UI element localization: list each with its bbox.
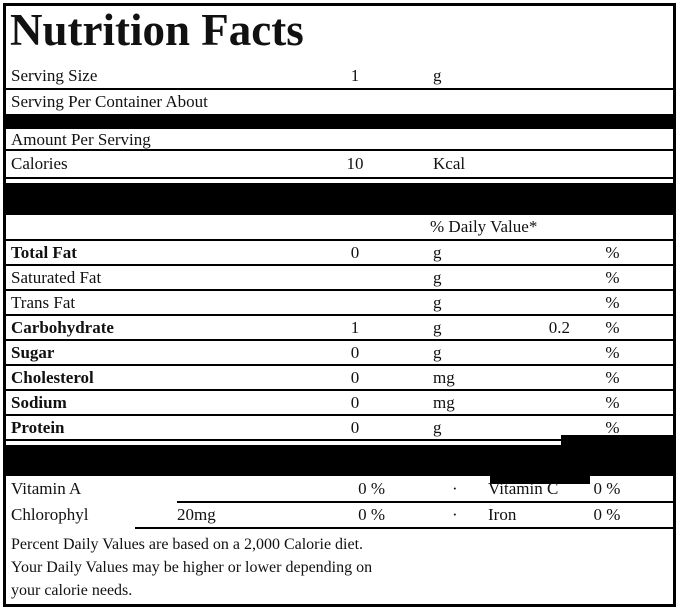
nutrient-row-cholesterol: Cholesterol 0 mg % [6, 366, 673, 391]
nutrient-unit: g [433, 268, 442, 287]
nutrient-unit: g [433, 343, 442, 362]
nutrient-unit: mg [433, 393, 455, 412]
nutrient-unit: g [433, 243, 442, 262]
footnote-line: your calorie needs. [11, 582, 133, 599]
vitamin-name: Vitamin A [11, 479, 82, 498]
nutrition-facts-label: Nutrition Facts Serving Size 1 g Serving… [3, 3, 676, 607]
nutrient-label: Trans Fat [11, 293, 76, 312]
amount-per-serving-label: Amount Per Serving [11, 130, 151, 149]
nutrient-label: Total Fat [11, 243, 77, 262]
nutrient-pct: % [605, 293, 620, 312]
nutrient-value: 0 [350, 418, 360, 437]
vitamin-row-a-c: Vitamin A 0 % · Vitamin C 0 % [6, 476, 673, 503]
nutrient-value: 0 [350, 243, 360, 262]
nutrient-row-protein: Protein 0 g % [6, 416, 673, 441]
nutrient-unit: g [433, 418, 442, 437]
nutrient-label: Saturated Fat [11, 268, 102, 287]
separator-bar-thick [6, 183, 673, 215]
calories-row: Calories 10 Kcal [6, 151, 673, 179]
vitamin-name-2: Vitamin C [488, 479, 559, 498]
separator-bar-thin [6, 116, 673, 129]
serving-size-label: Serving Size [11, 66, 98, 85]
footnote-line: Percent Daily Values are based on a 2,00… [11, 536, 364, 553]
vitamin-amount: 20mg [177, 505, 216, 524]
separator-bar-thick [6, 435, 673, 484]
vitamin-pct: 0 % [358, 505, 385, 524]
nutrient-label: Sodium [11, 393, 67, 412]
serving-per-container-label: Serving Per Container About [11, 92, 208, 111]
footnote: Percent Daily Values are based on a 2,00… [6, 529, 673, 602]
calories-label: Calories [11, 154, 68, 173]
vitamin-name-2: Iron [488, 505, 517, 524]
nutrient-pct: % [605, 268, 620, 287]
nutrient-row-trans-fat: Trans Fat g % [6, 291, 673, 316]
bar-bottom-notch [490, 476, 590, 484]
nutrient-value: 1 [350, 318, 360, 337]
bar-right-extension [561, 435, 673, 446]
nutrient-value: 0 [350, 343, 360, 362]
nutrient-label: Carbohydrate [11, 318, 114, 337]
serving-size-value: 1 [350, 66, 360, 85]
nutrient-pct: % [605, 318, 620, 337]
nutrient-row-carbohydrate: Carbohydrate 1 g 0.2 % [6, 316, 673, 341]
nutrient-value: 0 [350, 393, 360, 412]
daily-value-header: % Daily Value* [430, 217, 538, 236]
vitamin-pct-2: 0 % [593, 505, 621, 524]
footnote-line: Your Daily Values may be higher or lower… [11, 559, 373, 576]
nutrient-row-sodium: Sodium 0 mg % [6, 391, 673, 416]
nutrient-pct: % [605, 343, 620, 362]
vitamin-name: Chlorophyl [11, 505, 89, 524]
bullet-separator: · [452, 479, 458, 498]
serving-size-unit: g [433, 66, 442, 85]
nutrient-label: Cholesterol [11, 368, 94, 387]
vitamin-pct: 0 % [358, 479, 385, 498]
nutrient-unit: g [433, 293, 442, 312]
bullet-separator: · [452, 505, 458, 524]
nutrient-pct: % [605, 393, 620, 412]
nutrient-pct: % [605, 243, 620, 262]
vitamin-row-chlorophyl-iron: Chlorophyl 20mg 0 % · Iron 0 % [6, 503, 673, 529]
amount-per-serving-row: Amount Per Serving [6, 129, 673, 151]
partial-rule [135, 527, 673, 529]
nutrient-label: Sugar [11, 343, 55, 362]
nutrition-facts-title: Nutrition Facts [10, 5, 304, 55]
nutrient-label: Protein [11, 418, 65, 437]
daily-value-header-row: % Daily Value* [6, 215, 673, 241]
nutrient-extra: 0.2 [548, 318, 570, 337]
nutrient-row-saturated-fat: Saturated Fat g % [6, 266, 673, 291]
nutrient-row-total-fat: Total Fat 0 g % [6, 241, 673, 266]
nutrient-row-sugar: Sugar 0 g % [6, 341, 673, 366]
nutrient-pct: % [605, 368, 620, 387]
serving-per-container-row: Serving Per Container About [6, 90, 673, 116]
calories-unit: Kcal [433, 154, 466, 173]
partial-rule [177, 501, 673, 503]
serving-size-row: Serving Size 1 g [6, 64, 673, 90]
nutrient-unit: g [433, 318, 442, 337]
title-row: Nutrition Facts [6, 6, 673, 64]
nutrient-unit: mg [433, 368, 455, 387]
nutrient-value: 0 [350, 368, 360, 387]
calories-value: 10 [346, 154, 364, 173]
nutrient-pct: % [605, 418, 620, 437]
vitamin-pct-2: 0 % [593, 479, 621, 498]
